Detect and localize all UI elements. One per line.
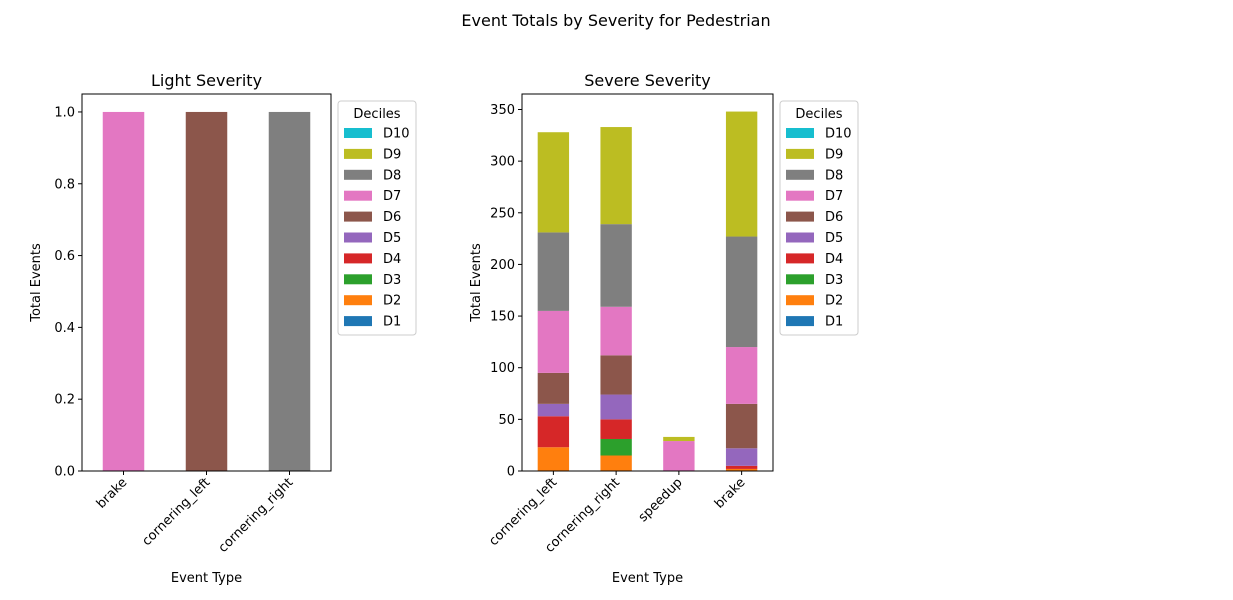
chart-title: Severe Severity [584,71,711,90]
legend-swatch-d10 [786,128,814,138]
y-tick-label: 0.4 [54,321,75,336]
bar-segment-d4 [537,416,570,448]
legend-title: Deciles [795,107,842,122]
x-tick-label: speedup [636,475,686,525]
bar-segment-d7 [600,306,632,356]
bar-segment-d6 [185,111,228,471]
legend-swatch-d4 [344,253,372,264]
legend-title: Deciles [353,107,400,122]
plot-frame [521,93,774,472]
y-tick-label: 150 [490,310,515,325]
x-tick-label: cornering_right [216,475,297,556]
chart-title: Light Severity [151,71,262,90]
chart-severe-severity: Severe Severity050100150200250300350corn… [469,71,859,586]
x-axis-label: Event Type [171,571,242,586]
legend-label-d9: D9 [825,147,843,162]
bar-segment-d2 [537,447,570,471]
y-tick-label: 0 [507,465,515,480]
legend-label-d7: D7 [383,189,401,204]
legend-swatch-d6 [344,211,372,222]
legend-label-d4: D4 [383,252,401,267]
y-tick-label: 0.0 [54,465,75,480]
legend-label-d3: D3 [383,273,401,288]
legend-swatch-d1 [344,316,372,327]
legend-swatch-d9 [344,148,372,159]
y-tick-label: 350 [490,103,515,118]
y-tick-label: 200 [490,258,515,273]
y-tick-label: 1.0 [54,105,75,120]
bar-segment-d9 [725,111,758,237]
legend-label-d2: D2 [825,294,843,309]
legend-label-d2: D2 [383,294,401,309]
y-tick-label: 100 [490,361,515,376]
x-tick-label: brake [712,475,749,512]
bar-segment-d3 [600,438,632,456]
legend-swatch-d8 [344,169,372,180]
legend-label-d1: D1 [825,315,843,330]
bar-segment-d8 [600,224,632,307]
bar-segment-d9 [537,132,570,233]
bar-segment-d4 [725,465,758,469]
y-axis-label: Total Events [469,243,484,323]
bar-segment-d9 [600,127,632,225]
bar-segment-d4 [600,419,632,439]
legend-label-d8: D8 [383,168,401,183]
legend-label-d8: D8 [825,168,843,183]
legend-label-d10: D10 [825,127,852,142]
y-axis-label: Total Events [29,243,44,323]
legend-swatch-d3 [344,274,372,285]
y-tick-label: 50 [498,413,515,428]
legend-label-d1: D1 [383,315,401,330]
legend-swatch-d3 [786,274,814,285]
bar-segment-d9 [663,436,695,442]
x-tick-label: cornering_left [139,475,213,549]
legend-label-d3: D3 [825,273,843,288]
bar-segment-d5 [725,448,758,466]
legend-swatch-d7 [786,190,814,201]
x-axis-label: Event Type [612,571,683,586]
legend-label-d5: D5 [825,231,843,246]
bar-segment-d6 [600,355,632,395]
y-tick-label: 0.6 [54,249,75,264]
legend-swatch-d10 [344,128,372,138]
bar-segment-d7 [725,347,758,404]
legend-swatch-d2 [344,295,372,306]
x-tick-label: brake [94,475,131,512]
legend-swatch-d1 [786,316,814,327]
legend-label-d10: D10 [383,127,410,142]
bar-segment-d8 [268,111,311,471]
bar-segment-d7 [102,111,145,471]
legend-label-d4: D4 [825,252,843,267]
figure-title: Event Totals by Severity for Pedestrian [461,11,770,30]
y-tick-label: 250 [490,206,515,221]
legend-swatch-d6 [786,211,814,222]
legend-swatch-d7 [344,190,372,201]
legend-label-d7: D7 [825,189,843,204]
legend-label-d9: D9 [383,147,401,162]
bar-segment-d2 [600,455,632,471]
bar-segment-d8 [537,232,570,311]
bar-segment-d7 [537,310,570,373]
legend-swatch-d4 [786,253,814,264]
legend-swatch-d5 [786,232,814,243]
legend-label-d6: D6 [383,210,401,225]
y-tick-label: 300 [490,155,515,170]
legend-label-d5: D5 [383,231,401,246]
bar-segment-d6 [537,372,570,404]
y-tick-label: 0.2 [54,393,75,408]
legend-swatch-d2 [786,295,814,306]
bar-segment-d6 [725,403,758,449]
bar-segment-d5 [600,394,632,420]
bar-segment-d2 [725,468,758,471]
bar-segment-d7 [663,441,695,471]
legend-swatch-d5 [344,232,372,243]
legend-swatch-d8 [786,169,814,180]
legend-label-d6: D6 [825,210,843,225]
bar-segment-d5 [537,403,570,417]
y-tick-label: 0.8 [54,177,75,192]
bar-segment-d8 [725,236,758,348]
legend-swatch-d9 [786,148,814,159]
